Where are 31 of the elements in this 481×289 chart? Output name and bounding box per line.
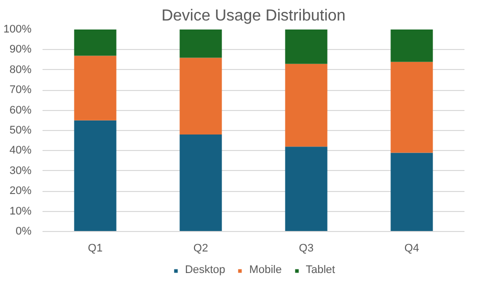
x-tick-label: Q2 <box>193 242 208 254</box>
bar <box>285 64 328 147</box>
y-tick-label: 80% <box>9 64 32 76</box>
y-tick-label: 50% <box>9 124 32 136</box>
legend-label: Tablet <box>306 264 336 276</box>
bar <box>390 62 433 153</box>
bar <box>180 134 222 232</box>
legend-label: Desktop <box>184 264 226 276</box>
bar <box>285 146 328 232</box>
bar <box>74 56 116 120</box>
bar <box>285 30 328 64</box>
legend-label: Mobile <box>249 264 282 276</box>
bar <box>74 120 116 232</box>
y-tick-label: 10% <box>9 205 32 218</box>
y-tick-label: 40% <box>9 144 32 157</box>
x-tick-label: Q3 <box>298 242 314 254</box>
y-tick-label: 90% <box>9 44 32 56</box>
chart-title: Device Usage Distribution <box>161 8 346 24</box>
y-tick-label: 100% <box>3 24 32 36</box>
x-tick-label: Q1 <box>88 242 103 254</box>
y-tick-label: 20% <box>9 185 32 198</box>
y-tick-label: 70% <box>9 84 32 96</box>
bar <box>180 58 222 135</box>
y-tick-label: 0% <box>16 226 32 238</box>
y-tick-label: 60% <box>9 104 32 116</box>
bar <box>390 152 433 232</box>
bar <box>390 30 433 62</box>
bar <box>74 30 116 56</box>
x-tick-label: Q4 <box>404 242 420 254</box>
y-tick-label: 30% <box>9 164 32 177</box>
bar <box>180 30 222 58</box>
